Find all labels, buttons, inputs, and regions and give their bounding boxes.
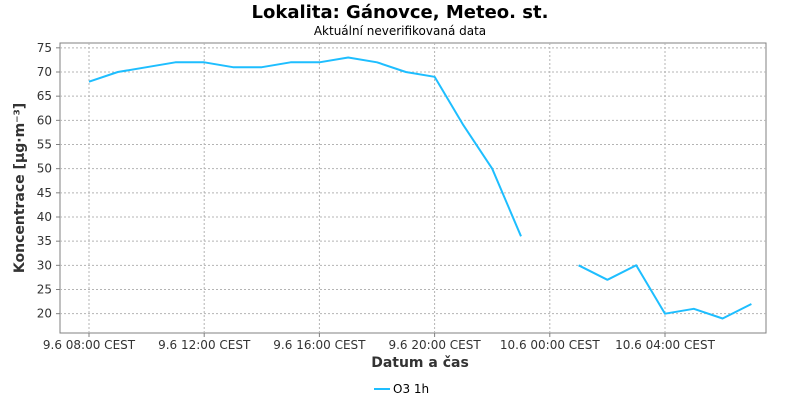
legend: O3 1h — [374, 382, 429, 396]
y-tick-label: 50 — [37, 162, 52, 176]
y-tick-label: 45 — [37, 186, 52, 200]
chart-subtitle: Aktuální neverifikovaná data — [314, 24, 486, 38]
y-tick-label: 25 — [37, 283, 52, 297]
y-tick-label: 35 — [37, 234, 52, 248]
x-axis-ticks: 9.6 08:00 CEST 9.6 12:00 CEST 9.6 16:00 CE… — [43, 333, 716, 352]
series-layer — [88, 56, 752, 320]
series-line-segment — [578, 264, 752, 320]
y-axis-label: Koncentrace [µg·m⁻³] — [12, 103, 28, 273]
y-tick-label: 40 — [37, 210, 52, 224]
x-tick-label: 9.6 16:00 CEST — [273, 338, 366, 352]
x-tick-label: 10.6 00:00 CEST — [500, 338, 601, 352]
x-tick-label: 9.6 20:00 CEST — [388, 338, 481, 352]
y-tick-label: 65 — [37, 89, 52, 103]
y-tick-label: 60 — [37, 113, 52, 127]
x-tick-label: 9.6 12:00 CEST — [158, 338, 251, 352]
series-line-segment — [88, 56, 522, 237]
y-tick-label: 30 — [37, 258, 52, 272]
x-axis-label: Datum a čas — [371, 355, 469, 371]
y-axis-ticks: 20 25 30 35 40 45 50 55 60 65 70 75 — [37, 41, 60, 321]
y-tick-label: 20 — [37, 307, 52, 321]
y-tick-label: 70 — [37, 65, 52, 79]
y-tick-label: 75 — [37, 41, 52, 55]
grid — [60, 43, 766, 333]
legend-label-o3-1h: O3 1h — [393, 382, 429, 396]
x-tick-label: 9.6 08:00 CEST — [43, 338, 136, 352]
chart-title: Lokalita: Gánovce, Meteo. st. — [252, 2, 549, 23]
x-tick-label: 10.6 04:00 CEST — [615, 338, 716, 352]
y-tick-label: 55 — [37, 138, 52, 152]
